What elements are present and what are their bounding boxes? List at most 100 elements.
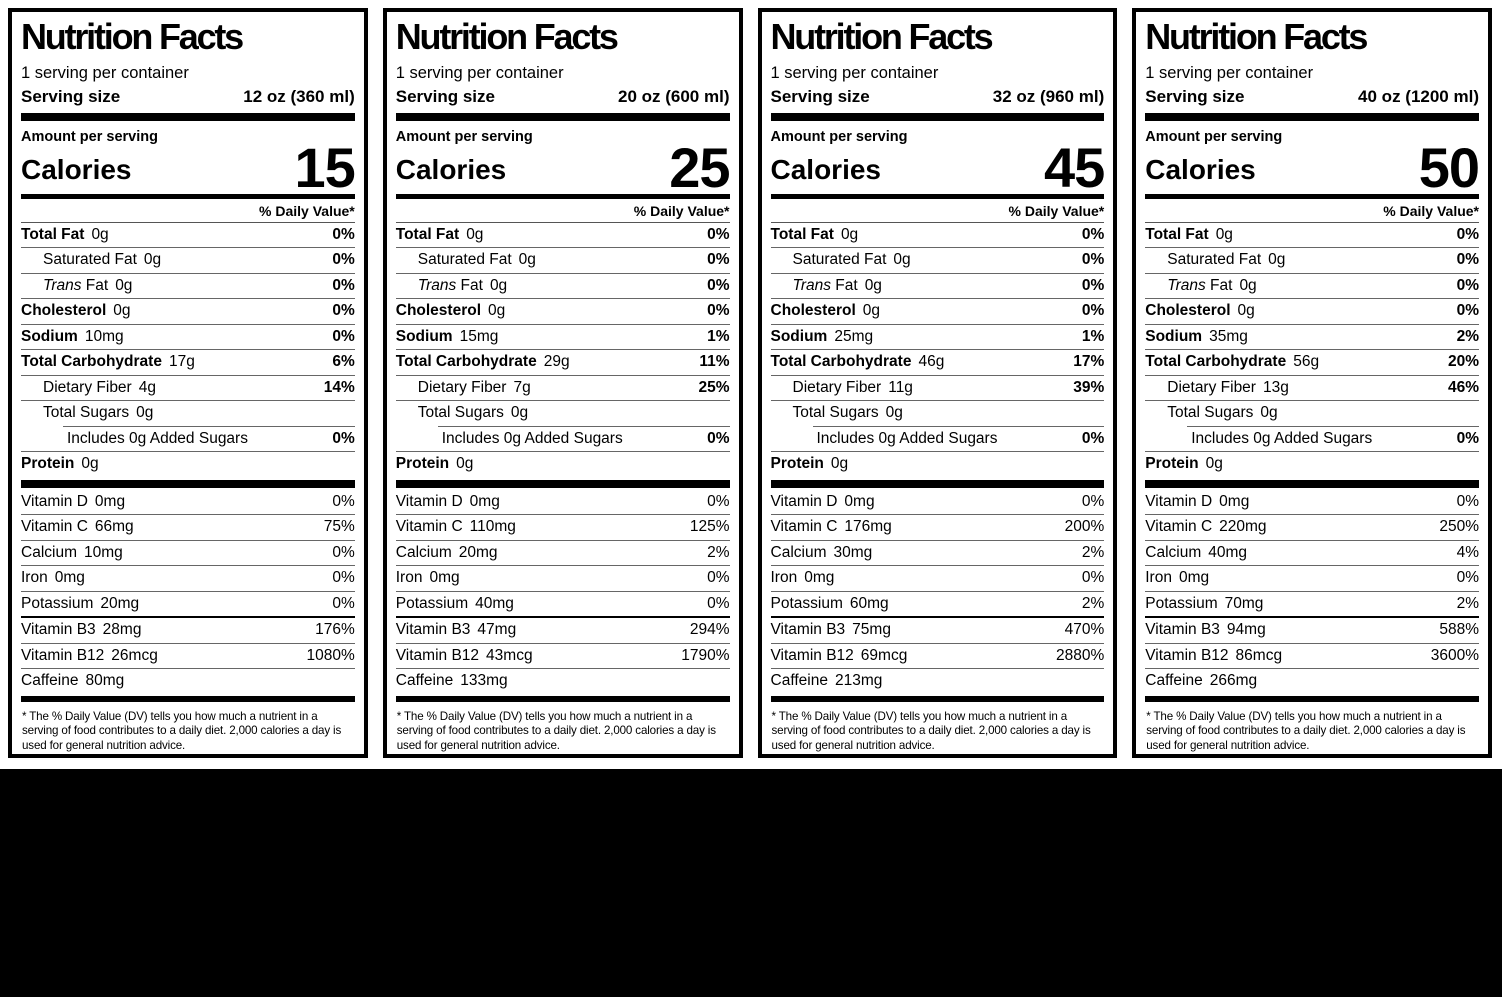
nutrient-daily-value: 0% [1081,276,1105,294]
vitamin-daily-value: 4% [1456,543,1479,561]
daily-value-header: % Daily Value* [1145,199,1479,223]
vitamin-amount: 28mg [102,621,142,639]
vitamin-daily-value: 125% [689,518,730,536]
nutrient-daily-value: 20% [1447,353,1479,371]
nutrient-daily-value: 0% [1456,225,1479,243]
nutrient-name-group: Saturated Fat 0g [396,251,536,270]
calories-value: 45 [1043,135,1105,199]
serving-size-row: Serving size 20 oz (600 ml) [396,85,730,111]
nutrition-label-32oz: Nutrition Facts 1 serving per container … [757,8,1118,758]
vitamin-row: Vitamin B12 43mcg 1790% [395,642,730,669]
nutrient-table: Total Fat 0g 0% Saturated Fat 0g 0% Trans Fat 0… [395,223,730,477]
vitamin-table: Vitamin D 0mg 0% Vitamin C 176mg 200% Calcium 3… [770,490,1105,694]
vitamin-name-group: Vitamin D 0mg [21,493,125,512]
nutrient-amount: 0g [862,302,881,320]
serving-size-label: Serving size [21,87,121,107]
nutrient-name-group: Cholesterol 0g [771,302,881,321]
nutrient-amount: 10mg [84,327,124,345]
nutrient-amount: 0g [81,455,99,473]
nutrient-name: Total Sugars [417,404,504,422]
nutrient-row: Saturated Fat 0g 0% [770,247,1105,273]
vitamin-row: Vitamin C 110mg 125% [395,514,730,540]
nutrient-daily-value: 0% [1456,251,1479,269]
vitamin-daily-value: 0% [1081,569,1105,587]
vitamin-name: Vitamin B12 [395,646,480,664]
nutrient-amount: 0g [136,404,154,422]
nutrient-name-group: Sodium 35mg [1145,328,1248,347]
vitamin-amount: 75mg [852,621,891,639]
serving-size-value: 12 oz (360 ml) [243,87,355,107]
nutrient-name: Dietary Fiber [1167,378,1256,396]
divider-thick [770,113,1105,121]
vitamin-name-group: Vitamin B3 94mg [1145,621,1265,640]
nutrient-name-italic: Trans [417,276,457,294]
nutrient-daily-value: 0% [332,225,355,243]
vitamin-row: Calcium 30mg 2% [770,539,1105,566]
nutrient-row: Total Sugars 0g [1145,400,1479,426]
vitamin-name: Vitamin D [770,492,838,510]
vitamin-table: Vitamin D 0mg 0% Vitamin C 66mg 75% Calcium 10m… [21,490,355,694]
vitamin-daily-value: 3600% [1430,646,1479,664]
servings-per-container: 1 serving per container [21,63,189,82]
nutrient-row: Includes 0g Added Sugars 0% [63,425,355,452]
vitamin-daily-value: 0% [332,543,355,561]
nutrient-row: Cholesterol 0g 0% [1145,298,1479,324]
nutrient-daily-value: 0% [707,276,730,294]
vitamin-daily-value: 2% [707,543,730,561]
nutrient-name-group: Total Sugars 0g [1145,404,1277,423]
nutrient-name-group: Protein 0g [1145,455,1223,474]
label-title: Nutrition Facts [21,16,244,57]
nutrient-name: Includes 0g Added Sugars [816,429,998,447]
nutrient-name-group: Protein 0g [771,455,849,474]
vitamin-amount: 0mg [844,492,875,510]
nutrient-name: Saturated Fat [792,251,887,269]
vitamin-daily-value: 2% [1456,594,1479,612]
vitamin-amount: 94mg [1226,621,1266,639]
vitamin-row: Vitamin D 0mg 0% [21,490,355,515]
vitamin-daily-value: 470% [1064,621,1105,639]
vitamin-daily-value: 200% [1064,518,1105,536]
daily-value-header: % Daily Value* [770,199,1105,223]
nutrient-daily-value: 1% [707,327,730,345]
divider-thick [21,695,355,702]
nutrient-name-group: Total Sugars 0g [771,404,903,423]
vitamin-daily-value: 0% [1456,569,1479,587]
nutrient-daily-value: 0% [707,225,730,243]
vitamin-daily-value: 0% [332,594,355,612]
nutrient-name-group: Sodium 25mg [771,328,874,347]
nutrient-row: Dietary Fiber 7g 25% [395,374,730,401]
nutrient-name-group: Dietary Fiber 11g [771,379,913,398]
nutrient-row: Includes 0g Added Sugars 0% [437,425,730,452]
vitamin-row: Vitamin B3 47mg 294% [395,616,730,643]
nutrient-name: Saturated Fat [43,251,137,269]
vitamin-name: Vitamin B3 [1145,621,1220,639]
nutrient-name-group: Total Sugars 0g [396,404,528,423]
nutrient-amount: 0g [489,276,508,294]
nutrient-row: Includes 0g Added Sugars 0% [812,425,1105,452]
nutrient-daily-value: 39% [1073,378,1105,396]
nutrient-name-group: Protein 0g [21,455,99,474]
nutrient-name: Saturated Fat [1167,251,1262,269]
nutrient-daily-value: 2% [1456,327,1479,345]
nutrient-name: Total Carbohydrate [395,353,537,371]
nutrient-daily-value: 14% [323,378,355,396]
nutrient-daily-value: 0% [1081,225,1105,243]
vitamin-name-group: Vitamin C 176mg [771,518,892,537]
nutrient-amount: 0g [1215,225,1233,243]
vitamin-name: Caffeine [1145,672,1203,690]
vitamin-amount: 86mcg [1235,646,1283,664]
nutrient-name-group: Dietary Fiber 13g [1145,379,1289,398]
vitamin-daily-value: 0% [707,569,730,587]
vitamin-daily-value: 0% [707,594,730,612]
nutrient-name: Includes 0g Added Sugars [441,429,623,447]
nutrient-name: Cholesterol [21,302,107,320]
nutrient-row: Total Fat 0g 0% [396,223,730,248]
nutrient-row: Total Fat 0g 0% [771,223,1105,248]
serving-size-value: 32 oz (960 ml) [992,87,1105,107]
nutrient-row: Cholesterol 0g 0% [395,298,730,324]
vitamin-amount: 30mg [833,543,873,561]
vitamin-name-group: Vitamin C 66mg [21,518,134,537]
amount-per-serving: Amount per serving [395,128,533,145]
nutrient-daily-value: 46% [1447,378,1479,396]
nutrition-label-12oz: Nutrition Facts 1 serving per container … [8,8,368,758]
